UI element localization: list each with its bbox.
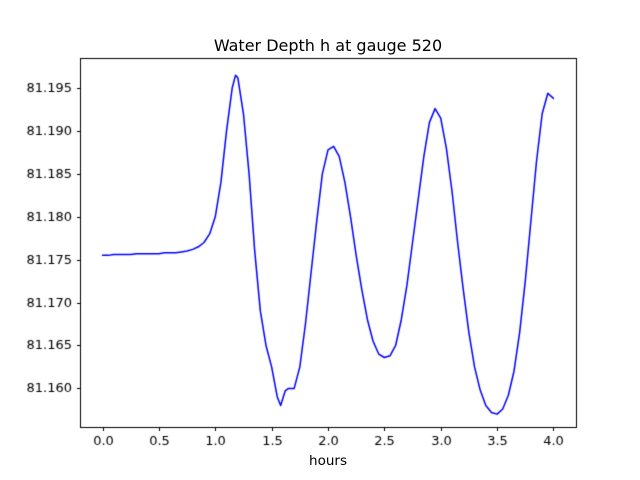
chart-title: Water Depth h at gauge 520 bbox=[213, 36, 443, 55]
x-axis-label: hours bbox=[309, 453, 347, 469]
